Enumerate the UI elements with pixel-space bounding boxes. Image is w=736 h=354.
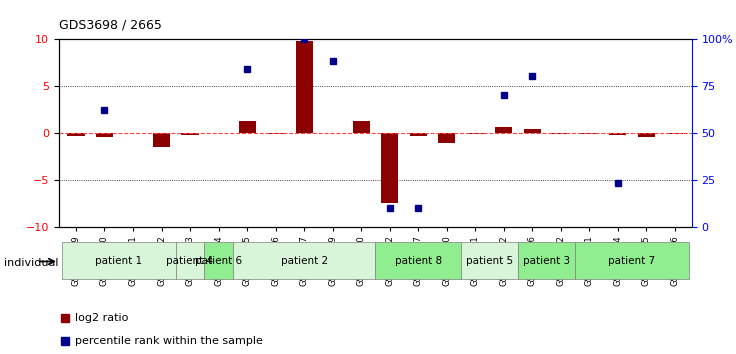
Bar bbox=[267, 133, 284, 134]
Bar bbox=[176, 242, 205, 279]
Bar bbox=[552, 133, 569, 134]
Bar bbox=[182, 133, 199, 135]
Bar bbox=[153, 133, 170, 147]
Bar bbox=[238, 121, 255, 133]
Text: GDS3698 / 2665: GDS3698 / 2665 bbox=[59, 19, 162, 32]
Bar bbox=[495, 127, 512, 133]
Bar bbox=[68, 133, 85, 136]
Text: individual: individual bbox=[4, 258, 58, 268]
Text: patient 6: patient 6 bbox=[195, 256, 242, 267]
Bar bbox=[409, 133, 427, 136]
Bar bbox=[233, 242, 375, 279]
Bar bbox=[518, 242, 575, 279]
Text: patient 1: patient 1 bbox=[95, 256, 142, 267]
Bar bbox=[205, 242, 233, 279]
Bar bbox=[637, 133, 655, 137]
Text: patient 4: patient 4 bbox=[166, 256, 213, 267]
Text: patient 2: patient 2 bbox=[280, 256, 328, 267]
Bar bbox=[467, 133, 484, 134]
Bar bbox=[609, 133, 626, 135]
Bar bbox=[523, 129, 541, 133]
Text: patient 3: patient 3 bbox=[523, 256, 570, 267]
Bar bbox=[96, 133, 113, 137]
Bar bbox=[375, 242, 461, 279]
Text: patient 5: patient 5 bbox=[466, 256, 513, 267]
Text: patient 8: patient 8 bbox=[394, 256, 442, 267]
Bar bbox=[62, 242, 176, 279]
Bar bbox=[581, 133, 598, 134]
Text: patient 7: patient 7 bbox=[609, 256, 656, 267]
Bar bbox=[666, 133, 683, 134]
Text: log2 ratio: log2 ratio bbox=[75, 313, 128, 323]
Bar bbox=[353, 121, 369, 133]
Text: percentile rank within the sample: percentile rank within the sample bbox=[75, 336, 263, 346]
Bar bbox=[381, 133, 398, 203]
Bar bbox=[461, 242, 518, 279]
Bar bbox=[438, 133, 455, 143]
Bar bbox=[296, 41, 313, 133]
Bar bbox=[575, 242, 689, 279]
